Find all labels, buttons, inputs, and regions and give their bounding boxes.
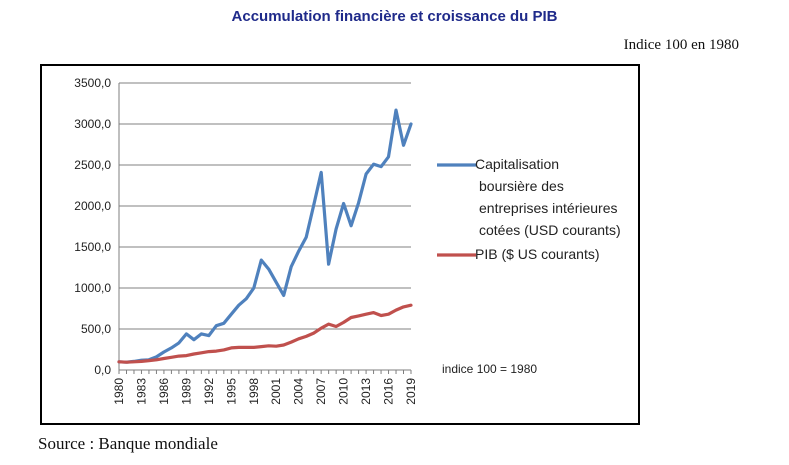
chart-frame: 0,0 500,0 1000,0 1500,0 2000,0 2500,0 3000,0 35… [40, 64, 640, 425]
x-tick-label: 1995 [224, 378, 238, 405]
x-tick-label: 2013 [359, 378, 373, 405]
gridlines [118, 82, 411, 371]
legend-entry: PIB ($ US courants) [475, 246, 600, 262]
chart-title: Accumulation financière et croissance du… [231, 8, 558, 25]
x-tick-label: 2010 [337, 378, 351, 405]
y-tick-label: 3000,0 [74, 117, 111, 131]
x-tick-label: 1986 [157, 378, 171, 405]
x-tick-label: 1983 [134, 378, 148, 405]
y-tick-label: 3500,0 [74, 76, 111, 90]
x-tick-label: 2001 [269, 378, 283, 405]
y-tick-label: 2500,0 [74, 158, 111, 172]
y-tick-label: 1500,0 [74, 240, 111, 254]
x-tick-label: 1989 [179, 378, 193, 405]
x-tick-label: 2004 [292, 378, 306, 405]
x-tick-label: 2016 [382, 378, 396, 405]
x-tick-label: 2019 [404, 378, 418, 405]
chart-subtitle: Indice 100 en 1980 [623, 37, 739, 53]
y-axis: 0,0 500,0 1000,0 1500,0 2000,0 2500,0 3000,0 35… [74, 76, 111, 377]
source-note: Source : Banque mondiale [38, 434, 218, 453]
y-tick-label: 500,0 [81, 322, 111, 336]
x-tick-label: 1998 [247, 378, 261, 405]
x-tick-label: 2007 [314, 378, 328, 405]
series-line-pib [117, 303, 413, 364]
chart-annotation: indice 100 = 1980 [442, 362, 537, 376]
y-tick-label: 1000,0 [74, 281, 111, 295]
legend-entry: Capitalisation boursière des entreprises i… [475, 156, 621, 238]
y-tick-label: 0,0 [94, 363, 111, 377]
legend: Capitalisation boursière des entreprises i… [437, 156, 621, 262]
x-tick-label: 1980 [112, 378, 126, 405]
x-tick-label: 1992 [202, 378, 216, 405]
x-axis: 1980 1983 1986 1989 1992 1995 1998 2001 2004 2007… [112, 370, 418, 405]
y-tick-label: 2000,0 [74, 199, 111, 213]
series-lines [117, 108, 413, 364]
series-line-capitalisation [117, 108, 413, 364]
line-chart: 0,0 500,0 1000,0 1500,0 2000,0 2500,0 3000,0 35… [74, 76, 621, 405]
